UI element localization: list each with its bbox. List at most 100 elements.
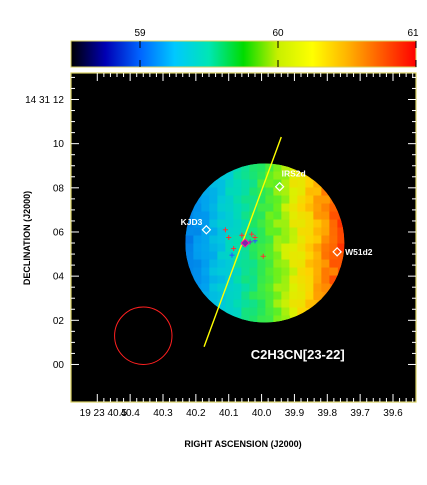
map-pixel bbox=[249, 299, 258, 309]
y-axis-title: DECLINATION (J2000) bbox=[22, 191, 32, 285]
map-pixel bbox=[281, 219, 290, 229]
map-pixel bbox=[305, 259, 314, 269]
map-pixel bbox=[289, 259, 298, 269]
map-pixel bbox=[193, 203, 202, 213]
map-pixel bbox=[217, 259, 226, 269]
map-pixel bbox=[217, 283, 226, 293]
map-pixel bbox=[265, 259, 274, 269]
map-pixel bbox=[273, 211, 282, 221]
map-pixel bbox=[329, 267, 338, 277]
map-pixel bbox=[289, 203, 298, 213]
x-tick-label: 39.6 bbox=[383, 408, 403, 419]
map-pixel bbox=[201, 283, 210, 293]
map-pixel bbox=[273, 291, 282, 301]
map-pixel bbox=[281, 275, 290, 285]
map-pixel bbox=[241, 219, 250, 229]
map-pixel bbox=[193, 251, 202, 261]
map-pixel bbox=[273, 307, 282, 317]
source-marker-diamond bbox=[274, 181, 285, 192]
map-pixel bbox=[217, 179, 226, 189]
map-pixel bbox=[273, 235, 282, 245]
map-pixel bbox=[265, 235, 274, 245]
map-pixel bbox=[249, 307, 258, 317]
pixel-blocks bbox=[185, 163, 345, 323]
map-pixel bbox=[193, 259, 202, 269]
map-pixel bbox=[281, 171, 290, 181]
map-pixel bbox=[257, 267, 266, 277]
source-label: KJD3 bbox=[181, 217, 203, 227]
map-pixel bbox=[201, 235, 210, 245]
map-pixel bbox=[265, 283, 274, 293]
map-pixel bbox=[265, 171, 274, 181]
map-pixel bbox=[321, 235, 330, 245]
map-pixel bbox=[257, 163, 266, 173]
map-pixel bbox=[209, 219, 218, 229]
map-pixel bbox=[185, 219, 194, 229]
map-pixel bbox=[273, 171, 282, 181]
map-pixel bbox=[193, 235, 202, 245]
map-pixel bbox=[281, 187, 290, 197]
map-pixel bbox=[241, 267, 250, 277]
map-pixel bbox=[281, 235, 290, 245]
map-pixel bbox=[313, 291, 322, 301]
map-pixel bbox=[289, 291, 298, 301]
map-pixel bbox=[281, 243, 290, 253]
map-pixel bbox=[257, 299, 266, 309]
map-pixel bbox=[241, 227, 250, 237]
map-pixel bbox=[297, 187, 306, 197]
map-pixel bbox=[289, 243, 298, 253]
map-pixel bbox=[329, 275, 338, 285]
beam-ellipse bbox=[114, 306, 173, 365]
map-pixel bbox=[249, 219, 258, 229]
map-pixel bbox=[257, 275, 266, 285]
map-pixel bbox=[249, 195, 258, 205]
map-pixel bbox=[257, 219, 266, 229]
map-pixel bbox=[257, 179, 266, 189]
map-pixel bbox=[209, 195, 218, 205]
map-pixel bbox=[297, 307, 306, 317]
map-pixel bbox=[249, 227, 258, 237]
map-pixel bbox=[225, 259, 234, 269]
map-pixel bbox=[305, 227, 314, 237]
map-pixel bbox=[313, 203, 322, 213]
map-pixel bbox=[201, 275, 210, 285]
map-pixel bbox=[305, 243, 314, 253]
map-pixel bbox=[225, 235, 234, 245]
y-tick-label: 02 bbox=[53, 316, 65, 327]
map-pixel bbox=[281, 267, 290, 277]
colorbar-tick-label: 60 bbox=[272, 28, 284, 39]
source-marker-diamond bbox=[332, 247, 342, 257]
map-pixel bbox=[233, 235, 242, 245]
map-pixel bbox=[313, 267, 322, 277]
map-pixel bbox=[233, 267, 242, 277]
map-pixel bbox=[217, 219, 226, 229]
map-pixel bbox=[281, 211, 290, 221]
map-pixel bbox=[241, 203, 250, 213]
map-pixel bbox=[273, 179, 282, 189]
map-pixel bbox=[289, 235, 298, 245]
map-pixel bbox=[297, 283, 306, 293]
map-pixel bbox=[329, 251, 338, 261]
map-pixel bbox=[233, 291, 242, 301]
map-pixel bbox=[321, 187, 330, 197]
map-pixel bbox=[249, 203, 258, 213]
map-pixel bbox=[241, 211, 250, 221]
colorbar-ticks bbox=[139, 41, 417, 67]
map-pixel bbox=[201, 243, 210, 253]
map-pixel bbox=[273, 195, 282, 205]
map-pixel bbox=[265, 187, 274, 197]
map-pixel bbox=[289, 211, 298, 221]
map-pixel bbox=[249, 291, 258, 301]
map-pixel bbox=[329, 211, 338, 221]
map-pixel bbox=[289, 219, 298, 229]
map-pixel bbox=[281, 299, 290, 309]
map-pixel bbox=[281, 259, 290, 269]
map-pixel bbox=[273, 267, 282, 277]
map-pixel bbox=[201, 203, 210, 213]
map-pixel bbox=[337, 251, 345, 261]
map-pixel bbox=[329, 243, 338, 253]
map-pixel bbox=[313, 211, 322, 221]
map-pixel bbox=[249, 171, 258, 181]
map-pixel bbox=[225, 219, 234, 229]
map-pixel bbox=[273, 283, 282, 293]
